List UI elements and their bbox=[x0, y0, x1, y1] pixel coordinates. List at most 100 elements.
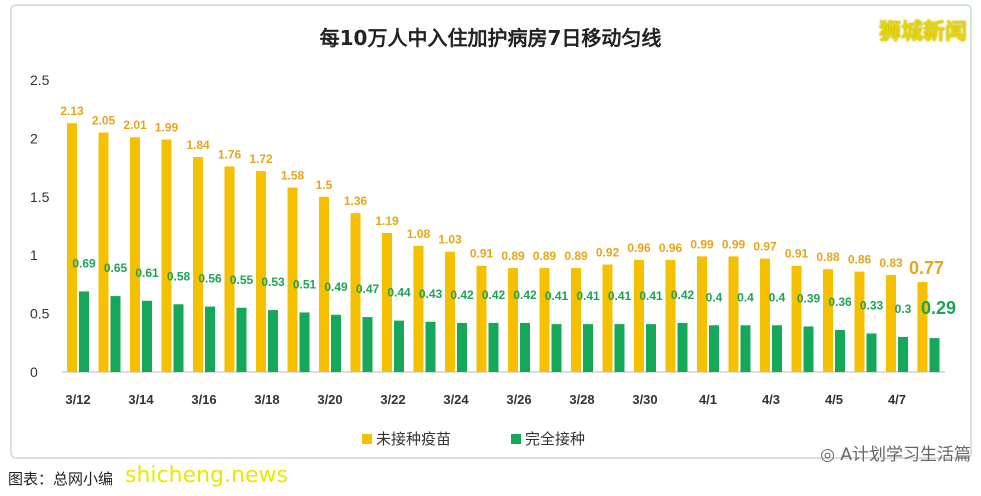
data-label: 0.83 bbox=[879, 256, 903, 270]
bar-unvaccinated bbox=[760, 258, 770, 372]
bar-vaccinated bbox=[740, 325, 751, 372]
data-label: 0.89 bbox=[501, 249, 525, 263]
data-label: 0.4 bbox=[706, 290, 723, 304]
y-tick-label: 0 bbox=[30, 364, 38, 380]
credit: 图表：总网小编 bbox=[8, 470, 114, 488]
bar-vaccinated bbox=[646, 324, 656, 372]
account-name: A计划学习生活篇 bbox=[840, 445, 971, 465]
bar-vaccinated bbox=[583, 324, 593, 372]
x-tick-label: 3/24 bbox=[443, 392, 469, 407]
bar-unvaccinated bbox=[476, 265, 487, 372]
bar-unvaccinated bbox=[539, 268, 550, 372]
chart-frame bbox=[10, 4, 972, 459]
data-label: 0.89 bbox=[533, 249, 557, 263]
data-label: 0.99 bbox=[690, 237, 714, 251]
legend-swatch bbox=[362, 434, 372, 444]
data-label: 0.41 bbox=[639, 289, 663, 303]
bar-vaccinated bbox=[551, 324, 562, 372]
legend-item-vaccinated: 完全接种 bbox=[511, 428, 585, 449]
data-label: 0.4 bbox=[737, 290, 754, 304]
x-tick-label: 3/26 bbox=[506, 392, 531, 407]
bar-vaccinated bbox=[362, 317, 373, 372]
legend-label: 完全接种 bbox=[525, 430, 586, 448]
x-tick-label: 3/12 bbox=[65, 392, 90, 407]
data-label: 1.76 bbox=[218, 147, 242, 161]
bar-unvaccinated bbox=[224, 166, 235, 372]
data-label: 0.96 bbox=[627, 241, 651, 255]
bar-unvaccinated bbox=[634, 259, 644, 372]
data-label: 0.49 bbox=[324, 280, 348, 294]
bar-vaccinated bbox=[173, 304, 184, 372]
data-label: 0.41 bbox=[545, 289, 569, 303]
data-label: 0.33 bbox=[860, 298, 884, 312]
bar-unvaccinated bbox=[823, 269, 833, 372]
bar-vaccinated bbox=[142, 300, 152, 372]
bar-unvaccinated bbox=[665, 259, 676, 372]
bar-unvaccinated bbox=[319, 196, 329, 372]
data-label: 0.61 bbox=[135, 266, 159, 280]
data-label: 0.4 bbox=[769, 290, 786, 304]
bar-vaccinated bbox=[898, 336, 908, 372]
data-label: 2.05 bbox=[92, 114, 116, 128]
data-label: 1.58 bbox=[281, 168, 305, 182]
data-label: 0.99 bbox=[722, 237, 746, 251]
bar-unvaccinated bbox=[98, 132, 109, 372]
data-label: 0.39 bbox=[797, 291, 821, 305]
bar-vaccinated bbox=[110, 296, 121, 372]
data-label: 0.42 bbox=[450, 288, 474, 302]
bar-vaccinated bbox=[866, 333, 877, 372]
bar-vaccinated bbox=[709, 325, 719, 372]
bar-vaccinated bbox=[677, 322, 688, 372]
data-label: 0.96 bbox=[659, 241, 683, 255]
bar-vaccinated bbox=[929, 338, 940, 372]
data-label: 0.42 bbox=[671, 288, 695, 302]
data-label: 2.13 bbox=[60, 104, 84, 118]
data-label: 0.65 bbox=[104, 261, 128, 275]
data-label: 0.47 bbox=[356, 282, 380, 296]
data-label: 0.53 bbox=[261, 275, 285, 289]
wechat-icon: ◎ bbox=[820, 445, 841, 465]
data-label: 2.01 bbox=[123, 118, 147, 132]
x-tick-label: 3/20 bbox=[317, 392, 342, 407]
data-label: 0.91 bbox=[470, 247, 494, 261]
x-tick-label: 3/14 bbox=[128, 392, 154, 407]
data-label: 1.36 bbox=[344, 194, 368, 208]
x-tick-label: 3/28 bbox=[569, 392, 594, 407]
bar-unvaccinated bbox=[917, 282, 928, 372]
data-label: 0.55 bbox=[230, 273, 254, 287]
data-label: 0.88 bbox=[816, 250, 840, 264]
y-tick-label: 2 bbox=[30, 130, 38, 146]
x-tick-label: 4/3 bbox=[762, 392, 780, 407]
data-label: 0.43 bbox=[419, 287, 443, 301]
bar-vaccinated bbox=[488, 322, 499, 372]
x-tick-label: 3/22 bbox=[380, 392, 405, 407]
bar-unvaccinated bbox=[287, 187, 298, 372]
bar-vaccinated bbox=[520, 322, 530, 372]
bar-vaccinated bbox=[803, 326, 814, 372]
data-label: 0.44 bbox=[387, 286, 411, 300]
data-label: 0.3 bbox=[895, 302, 912, 316]
bar-unvaccinated bbox=[728, 256, 739, 372]
y-tick-label: 1.5 bbox=[30, 189, 50, 205]
data-label: 1.08 bbox=[407, 227, 431, 241]
bar-unvaccinated bbox=[791, 265, 802, 372]
data-label: 0.41 bbox=[608, 289, 632, 303]
bar-unvaccinated bbox=[256, 171, 266, 372]
account-watermark: ◎ A计划学习生活篇 bbox=[820, 440, 971, 465]
legend: 未接种疫苗 完全接种 bbox=[362, 428, 585, 449]
data-label: 0.77 bbox=[909, 258, 944, 278]
bar-vaccinated bbox=[331, 314, 341, 372]
legend-label: 未接种疫苗 bbox=[376, 430, 452, 448]
bar-vaccinated bbox=[772, 325, 782, 372]
data-label: 0.69 bbox=[72, 256, 96, 270]
watermark: shicheng.news bbox=[125, 463, 288, 488]
y-tick-label: 0.5 bbox=[30, 306, 50, 322]
legend-swatch bbox=[511, 434, 522, 444]
y-tick-label: 2.5 bbox=[30, 72, 50, 88]
bar-unvaccinated bbox=[350, 213, 361, 372]
x-tick-label: 3/18 bbox=[254, 392, 279, 407]
chart-title: 每10万人中入住加护病房7日移动匀线 bbox=[319, 26, 662, 50]
data-label: 1.99 bbox=[155, 121, 179, 135]
bar-unvaccinated bbox=[602, 264, 613, 372]
data-label: 1.5 bbox=[316, 178, 333, 192]
